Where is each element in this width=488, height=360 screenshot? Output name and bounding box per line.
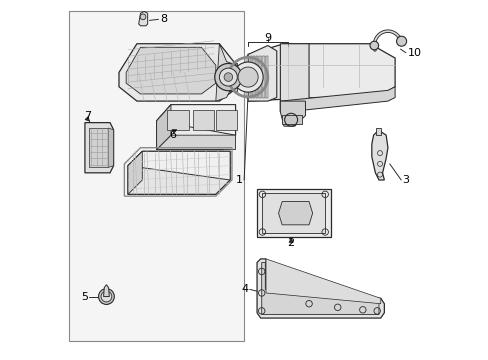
Polygon shape bbox=[128, 151, 230, 180]
Circle shape bbox=[99, 289, 114, 305]
Polygon shape bbox=[126, 47, 215, 94]
Circle shape bbox=[214, 63, 242, 91]
Polygon shape bbox=[156, 105, 235, 135]
Polygon shape bbox=[265, 259, 380, 304]
Text: 10: 10 bbox=[407, 48, 421, 58]
Polygon shape bbox=[278, 202, 312, 225]
Polygon shape bbox=[247, 45, 276, 101]
Polygon shape bbox=[247, 44, 394, 101]
Circle shape bbox=[224, 73, 232, 81]
Polygon shape bbox=[128, 151, 142, 194]
Polygon shape bbox=[119, 44, 233, 101]
Text: 3: 3 bbox=[402, 175, 408, 185]
Polygon shape bbox=[265, 56, 267, 98]
Text: 2: 2 bbox=[287, 238, 294, 248]
Circle shape bbox=[219, 68, 237, 86]
Polygon shape bbox=[261, 262, 378, 315]
Polygon shape bbox=[257, 189, 330, 237]
Circle shape bbox=[233, 62, 263, 92]
Polygon shape bbox=[156, 105, 171, 149]
Text: 7: 7 bbox=[84, 111, 91, 121]
Polygon shape bbox=[108, 128, 113, 167]
Text: 4: 4 bbox=[241, 284, 248, 294]
Circle shape bbox=[101, 291, 112, 302]
Polygon shape bbox=[280, 101, 305, 126]
Polygon shape bbox=[103, 285, 109, 297]
Text: 8: 8 bbox=[160, 14, 167, 24]
Polygon shape bbox=[215, 44, 237, 101]
Text: 9: 9 bbox=[264, 33, 271, 43]
Polygon shape bbox=[262, 56, 264, 98]
Polygon shape bbox=[371, 132, 387, 180]
Polygon shape bbox=[192, 110, 214, 130]
Polygon shape bbox=[139, 12, 147, 26]
Text: 1: 1 bbox=[236, 175, 243, 185]
Polygon shape bbox=[257, 259, 384, 318]
Polygon shape bbox=[215, 110, 237, 130]
Bar bbox=[69, 12, 244, 341]
Polygon shape bbox=[280, 44, 308, 112]
Polygon shape bbox=[223, 63, 237, 91]
Polygon shape bbox=[128, 151, 230, 194]
Polygon shape bbox=[252, 56, 254, 98]
Circle shape bbox=[369, 41, 378, 50]
Text: 6: 6 bbox=[169, 130, 176, 140]
Polygon shape bbox=[259, 56, 261, 98]
Circle shape bbox=[140, 14, 145, 20]
Polygon shape bbox=[88, 128, 108, 167]
Polygon shape bbox=[249, 56, 251, 98]
Polygon shape bbox=[282, 116, 301, 125]
Polygon shape bbox=[255, 56, 258, 98]
Text: 5: 5 bbox=[81, 292, 88, 302]
Polygon shape bbox=[167, 110, 188, 130]
Polygon shape bbox=[376, 128, 381, 135]
Circle shape bbox=[396, 36, 406, 46]
Polygon shape bbox=[280, 87, 394, 112]
Polygon shape bbox=[262, 193, 325, 233]
Circle shape bbox=[238, 67, 258, 87]
Polygon shape bbox=[156, 105, 235, 149]
Polygon shape bbox=[156, 135, 235, 149]
Polygon shape bbox=[246, 56, 248, 98]
Polygon shape bbox=[85, 123, 113, 173]
